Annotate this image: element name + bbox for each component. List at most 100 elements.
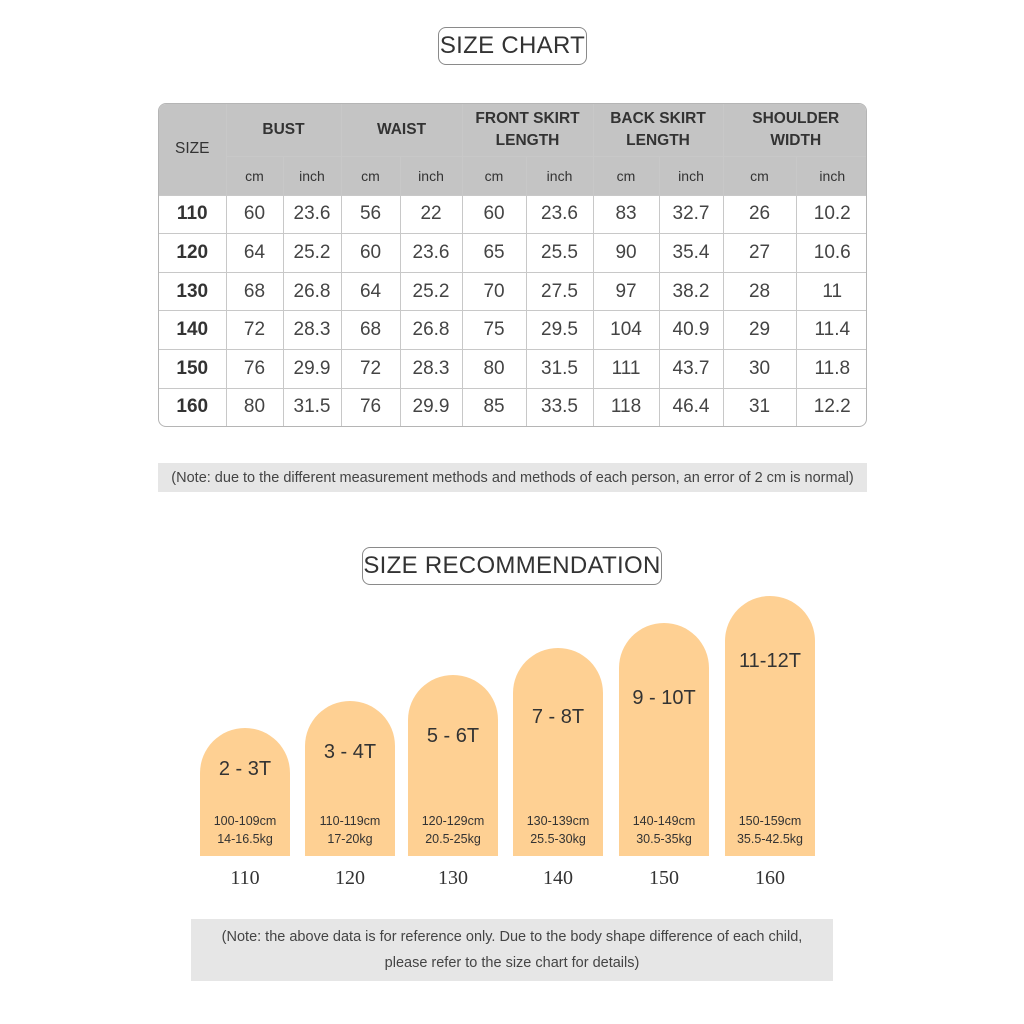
measurement-cell: 64 <box>225 233 284 273</box>
unit-header: cm <box>592 155 660 196</box>
measurement-cell: 75 <box>461 310 527 350</box>
size-cell: 160 <box>159 387 227 426</box>
unit-header: inch <box>658 155 724 196</box>
measurement-cell: 25.2 <box>399 271 463 312</box>
size-recommendation-note: (Note: the above data is for reference o… <box>191 919 833 981</box>
measurement-cell: 23.6 <box>282 194 342 235</box>
height-range: 110-119cm <box>319 814 381 828</box>
back-skirt-length-header: BACK SKIRT LENGTH <box>592 104 724 157</box>
height-range: 140-149cm <box>632 814 696 828</box>
measurement-cell: 33.5 <box>525 387 594 426</box>
measurement-cell: 104 <box>592 310 660 350</box>
size-label: 120 <box>335 867 365 889</box>
table-row: 160 80 31.5 76 29.9 85 33.5 118 46.4 31 12.2 <box>159 387 866 426</box>
measurement-cell: 23.6 <box>399 233 463 273</box>
measurement-cell: 111 <box>592 349 660 389</box>
bust-header: BUST <box>225 104 342 157</box>
measurement-cell: 11 <box>795 271 866 312</box>
unit-header: cm <box>722 155 797 196</box>
unit-header: inch <box>399 155 463 196</box>
measurement-cell: 11.8 <box>795 349 866 389</box>
size-bar: 7 - 8T 130-139cm 25.5-30kg <box>513 648 603 856</box>
measurement-cell: 35.4 <box>658 233 724 273</box>
measurement-cell: 70 <box>461 271 527 312</box>
age-label: 7 - 8T <box>531 706 585 728</box>
measurement-label: 140-149cm 30.5-35kg <box>619 812 709 848</box>
table-row: 150 76 29.9 72 28.3 80 31.5 111 43.7 30 11.8 <box>159 349 866 389</box>
size-header: SIZE <box>159 104 227 196</box>
front-skirt-length-header: FRONT SKIRT LENGTH <box>461 104 594 157</box>
measurement-cell: 60 <box>225 194 284 235</box>
measurement-cell: 97 <box>592 271 660 312</box>
unit-header: inch <box>282 155 342 196</box>
measurement-cell: 85 <box>461 387 527 426</box>
measurement-cell: 68 <box>225 271 284 312</box>
height-range: 120-129cm <box>421 814 485 828</box>
measurement-label: 110-119cm 17-20kg <box>305 812 395 848</box>
table-row: 120 64 25.2 60 23.6 65 25.5 90 35.4 27 10.6 <box>159 233 866 273</box>
size-bar: 2 - 3T 100-109cm 14-16.5kg <box>200 728 290 856</box>
unit-header: cm <box>340 155 401 196</box>
size-label: 110 <box>230 867 260 889</box>
measurement-cell: 90 <box>592 233 660 273</box>
measurement-cell: 43.7 <box>658 349 724 389</box>
measurement-cell: 28.3 <box>399 349 463 389</box>
age-label: 9 - 10T <box>632 687 696 709</box>
measurement-cell: 26.8 <box>282 271 342 312</box>
unit-header: cm <box>461 155 527 196</box>
size-cell: 140 <box>159 310 227 350</box>
weight-range: 20.5-25kg <box>425 832 481 846</box>
measurement-cell: 80 <box>461 349 527 389</box>
weight-range: 35.5-42.5kg <box>736 832 804 846</box>
weight-range: 30.5-35kg <box>636 832 692 846</box>
measurement-cell: 72 <box>340 349 401 389</box>
size-chart-table: SIZE BUST WAIST FRONT SKIRT LENGTH BACK … <box>158 103 867 427</box>
measurement-cell: 26 <box>722 194 797 235</box>
measurement-cell: 56 <box>340 194 401 235</box>
measurement-cell: 29.9 <box>282 349 342 389</box>
measurement-cell: 26.8 <box>399 310 463 350</box>
measurement-cell: 22 <box>399 194 463 235</box>
age-label: 3 - 4T <box>323 741 377 763</box>
measurement-cell: 76 <box>340 387 401 426</box>
unit-header: inch <box>795 155 866 196</box>
size-bar: 9 - 10T 140-149cm 30.5-35kg <box>619 623 709 856</box>
size-chart-title: SIZE CHART <box>438 27 587 65</box>
measurement-label: 100-109cm 14-16.5kg <box>200 812 290 848</box>
measurement-cell: 27 <box>722 233 797 273</box>
measurement-cell: 11.4 <box>795 310 866 350</box>
measurement-cell: 10.2 <box>795 194 866 235</box>
measurement-cell: 118 <box>592 387 660 426</box>
size-label: 160 <box>755 867 785 889</box>
measurement-cell: 32.7 <box>658 194 724 235</box>
size-chart-note: (Note: due to the different measurement … <box>158 463 867 492</box>
measurement-label: 150-159cm 35.5-42.5kg <box>725 812 815 848</box>
note-line: please refer to the size chart for detai… <box>384 955 640 971</box>
size-bar: 5 - 6T 120-129cm 20.5-25kg <box>408 675 498 856</box>
measurement-cell: 31 <box>722 387 797 426</box>
measurement-cell: 29.9 <box>399 387 463 426</box>
measurement-cell: 31.5 <box>282 387 342 426</box>
size-cell: 130 <box>159 271 227 312</box>
measurement-cell: 38.2 <box>658 271 724 312</box>
size-cell: 150 <box>159 349 227 389</box>
weight-range: 17-20kg <box>327 832 373 846</box>
note-line: (Note: the above data is for reference o… <box>221 929 803 945</box>
measurement-label: 130-139cm 25.5-30kg <box>513 812 603 848</box>
measurement-cell: 46.4 <box>658 387 724 426</box>
table-row: 110 60 23.6 56 22 60 23.6 83 32.7 26 10.2 <box>159 194 866 235</box>
age-label: 5 - 6T <box>426 725 480 747</box>
waist-header: WAIST <box>340 104 463 157</box>
measurement-cell: 25.5 <box>525 233 594 273</box>
measurement-cell: 29.5 <box>525 310 594 350</box>
measurement-cell: 83 <box>592 194 660 235</box>
measurement-cell: 30 <box>722 349 797 389</box>
measurement-cell: 68 <box>340 310 401 350</box>
age-label: 2 - 3T <box>218 758 272 780</box>
size-label: 130 <box>438 867 468 889</box>
size-label: 140 <box>543 867 573 889</box>
size-cell: 110 <box>159 194 227 235</box>
measurement-cell: 10.6 <box>795 233 866 273</box>
size-recommendation-title: SIZE RECOMMENDATION <box>362 547 662 585</box>
shoulder-width-header: SHOULDER WIDTH <box>722 104 866 157</box>
